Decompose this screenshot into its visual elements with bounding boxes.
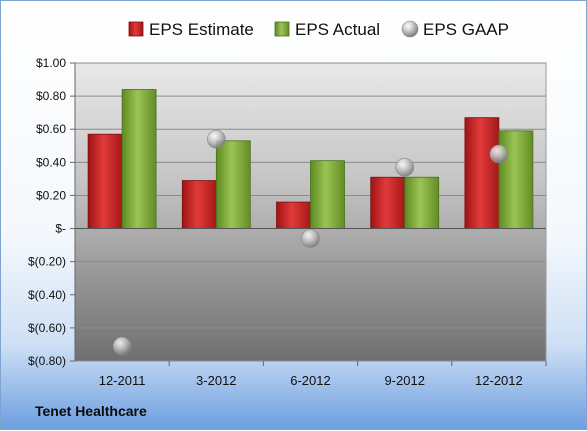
x-tick-label: 3-2012	[196, 373, 236, 388]
legend-gaap-swatch	[401, 20, 419, 38]
eps-actual-bar	[215, 140, 251, 229]
eps-actual-bar	[498, 130, 534, 229]
eps-actual-bar	[310, 160, 345, 229]
x-tick-label: 6-2012	[290, 373, 330, 388]
eps-actual-bar	[121, 89, 157, 229]
y-tick-label: $-	[55, 222, 66, 236]
eps-estimate-bar	[87, 133, 123, 229]
legend-label: EPS Estimate	[149, 20, 254, 39]
legend-label: EPS GAAP	[423, 20, 509, 39]
y-tick-label: $(0.40)	[28, 288, 66, 302]
eps-gaap-point	[207, 129, 226, 149]
legend-estimate-swatch	[128, 21, 144, 37]
y-tick-label: $(0.60)	[28, 321, 66, 335]
y-tick-label: $0.80	[36, 89, 66, 103]
x-tick-label: 12-2011	[99, 373, 146, 388]
eps-estimate-bar	[464, 117, 500, 229]
y-tick-label: $0.40	[36, 155, 66, 169]
y-tick-label: $(0.80)	[28, 354, 66, 368]
y-tick-label: $0.60	[36, 122, 66, 136]
legend-actual-swatch	[274, 21, 290, 37]
legend-label: EPS Actual	[295, 20, 380, 39]
eps-estimate-bar	[276, 201, 311, 229]
eps-gaap-point	[112, 336, 132, 356]
eps-estimate-bar	[370, 176, 406, 229]
x-tick-label: 9-2012	[384, 373, 424, 388]
eps-gaap-point	[395, 158, 415, 177]
eps-estimate-bar	[181, 180, 217, 229]
eps-gaap-point	[301, 229, 320, 248]
y-tick-label: $(0.20)	[28, 255, 66, 269]
x-tick-label: 12-2012	[475, 373, 523, 388]
company-name: Tenet Healthcare	[35, 403, 147, 419]
eps-gaap-point	[489, 144, 509, 164]
y-tick-label: $0.20	[36, 188, 66, 202]
y-tick-label: $1.00	[36, 56, 66, 70]
eps-actual-bar	[404, 176, 440, 229]
